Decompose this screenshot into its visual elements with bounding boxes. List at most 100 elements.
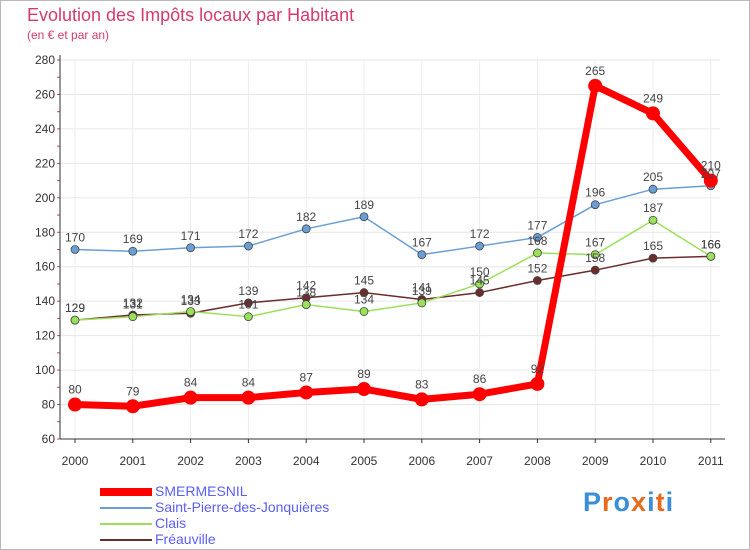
data-point-saint-pierre-des-jonquieres bbox=[417, 250, 427, 260]
legend-swatch bbox=[100, 507, 152, 509]
x-tick-label: 2003 bbox=[235, 454, 262, 468]
y-tick-label: 80 bbox=[42, 398, 56, 412]
legend-swatch bbox=[100, 539, 152, 541]
data-point-freauville bbox=[590, 265, 600, 275]
data-point-smermesnil bbox=[472, 387, 487, 402]
data-label-smermesnil: 249 bbox=[643, 91, 663, 105]
data-label-clais: 166 bbox=[701, 237, 721, 251]
data-point-clais bbox=[417, 298, 427, 308]
data-label-smermesnil: 80 bbox=[68, 383, 82, 397]
data-point-saint-pierre-des-jonquieres bbox=[128, 246, 138, 256]
legend-swatch bbox=[100, 488, 152, 496]
data-label-freauville: 129 bbox=[65, 301, 85, 315]
legend-swatch bbox=[100, 523, 152, 525]
data-point-clais bbox=[648, 215, 658, 225]
y-tick-label: 100 bbox=[35, 363, 55, 377]
data-label-saint-pierre-des-jonquieres: 171 bbox=[181, 229, 201, 243]
data-label-smermesnil: 79 bbox=[126, 384, 140, 398]
data-point-clais bbox=[186, 307, 196, 316]
series-line-saint-pierre-des-jonquieres bbox=[74, 185, 712, 256]
data-point-smermesnil bbox=[299, 385, 314, 400]
data-label-saint-pierre-des-jonquieres: 172 bbox=[238, 227, 258, 241]
x-tick-label: 2005 bbox=[351, 454, 378, 468]
series-line-smermesnil bbox=[71, 82, 715, 410]
y-tick-label: 220 bbox=[35, 156, 55, 170]
data-label-freauville: 158 bbox=[585, 251, 605, 265]
x-tick-label: 2009 bbox=[582, 454, 609, 468]
data-label-clais: 138 bbox=[296, 286, 316, 300]
data-label-clais: 139 bbox=[412, 284, 432, 298]
data-label-freauville: 139 bbox=[238, 284, 258, 298]
series-line-freauville bbox=[74, 255, 712, 321]
logo-letter: x bbox=[631, 487, 648, 517]
data-point-smermesnil bbox=[125, 399, 140, 414]
data-label-clais: 168 bbox=[527, 234, 547, 248]
data-point-clais bbox=[359, 307, 369, 316]
data-point-freauville bbox=[648, 253, 658, 263]
data-label-saint-pierre-des-jonquieres: 167 bbox=[412, 236, 432, 250]
legend-label: SMERMESNIL bbox=[155, 483, 248, 499]
data-label-saint-pierre-des-jonquieres: 196 bbox=[585, 186, 605, 200]
data-point-smermesnil bbox=[68, 397, 82, 412]
data-point-clais bbox=[301, 300, 311, 310]
data-label-freauville: 145 bbox=[354, 274, 374, 288]
data-point-smermesnil bbox=[530, 376, 545, 391]
logo-letter: o bbox=[613, 487, 632, 517]
data-point-saint-pierre-des-jonquieres bbox=[70, 245, 80, 254]
data-point-smermesnil bbox=[646, 106, 660, 121]
data-label-freauville: 165 bbox=[643, 239, 663, 253]
data-point-freauville bbox=[533, 276, 542, 285]
data-label-saint-pierre-des-jonquieres: 177 bbox=[527, 218, 547, 232]
data-point-freauville bbox=[475, 288, 485, 297]
series-line-clais bbox=[74, 219, 712, 321]
data-label-clais: 167 bbox=[585, 236, 605, 250]
y-tick-label: 160 bbox=[35, 260, 55, 274]
logo-letter: t bbox=[655, 487, 666, 517]
data-point-freauville bbox=[359, 288, 369, 297]
y-tick-label: 240 bbox=[35, 122, 55, 136]
data-label-smermesnil: 84 bbox=[184, 376, 198, 390]
data-point-clais bbox=[706, 251, 716, 261]
data-label-freauville: 152 bbox=[527, 262, 547, 276]
data-point-clais bbox=[243, 312, 253, 322]
data-point-smermesnil bbox=[588, 78, 603, 93]
data-point-saint-pierre-des-jonquieres bbox=[648, 184, 658, 194]
chart-subtitle: (en € et par an) bbox=[27, 28, 110, 42]
data-label-freauville: 132 bbox=[123, 296, 143, 310]
data-label-clais: 129 bbox=[65, 301, 85, 315]
data-label-freauville: 166 bbox=[701, 237, 721, 251]
data-label-saint-pierre-des-jonquieres: 182 bbox=[296, 210, 316, 224]
data-label-smermesnil: 92 bbox=[531, 362, 545, 376]
data-point-smermesnil bbox=[414, 392, 429, 407]
logo-letter: P bbox=[583, 487, 603, 517]
x-tick-label: 2008 bbox=[524, 454, 551, 468]
y-tick-label: 140 bbox=[35, 294, 55, 308]
data-point-saint-pierre-des-jonquieres bbox=[301, 224, 311, 234]
data-label-freauville: 141 bbox=[412, 280, 432, 294]
x-tick-label: 2007 bbox=[466, 454, 493, 468]
data-label-saint-pierre-des-jonquieres: 172 bbox=[470, 227, 490, 241]
y-tick-label: 280 bbox=[35, 53, 55, 67]
data-point-clais bbox=[128, 312, 138, 322]
data-label-saint-pierre-des-jonquieres: 170 bbox=[65, 231, 85, 245]
legend-label: Saint-Pierre-des-Jonquières bbox=[155, 499, 330, 515]
legend-label: Clais bbox=[155, 515, 187, 531]
data-point-saint-pierre-des-jonquieres bbox=[359, 212, 369, 222]
logo-letter: r bbox=[602, 487, 614, 517]
logo-letter: i bbox=[665, 487, 675, 517]
proxiti-logo: Proxiti bbox=[583, 487, 674, 518]
data-point-smermesnil bbox=[183, 390, 198, 405]
y-tick-label: 120 bbox=[35, 329, 55, 343]
data-label-saint-pierre-des-jonquieres: 207 bbox=[701, 167, 721, 181]
data-point-saint-pierre-des-jonquieres bbox=[186, 243, 196, 253]
data-label-freauville: 133 bbox=[181, 294, 201, 308]
data-label-saint-pierre-des-jonquieres: 189 bbox=[354, 198, 374, 212]
data-label-clais: 134 bbox=[181, 293, 201, 307]
y-tick-label: 200 bbox=[35, 191, 55, 205]
data-point-clais bbox=[70, 315, 80, 325]
data-point-saint-pierre-des-jonquieres bbox=[475, 241, 485, 251]
data-label-smermesnil: 86 bbox=[473, 372, 487, 386]
data-label-smermesnil: 210 bbox=[701, 159, 721, 173]
